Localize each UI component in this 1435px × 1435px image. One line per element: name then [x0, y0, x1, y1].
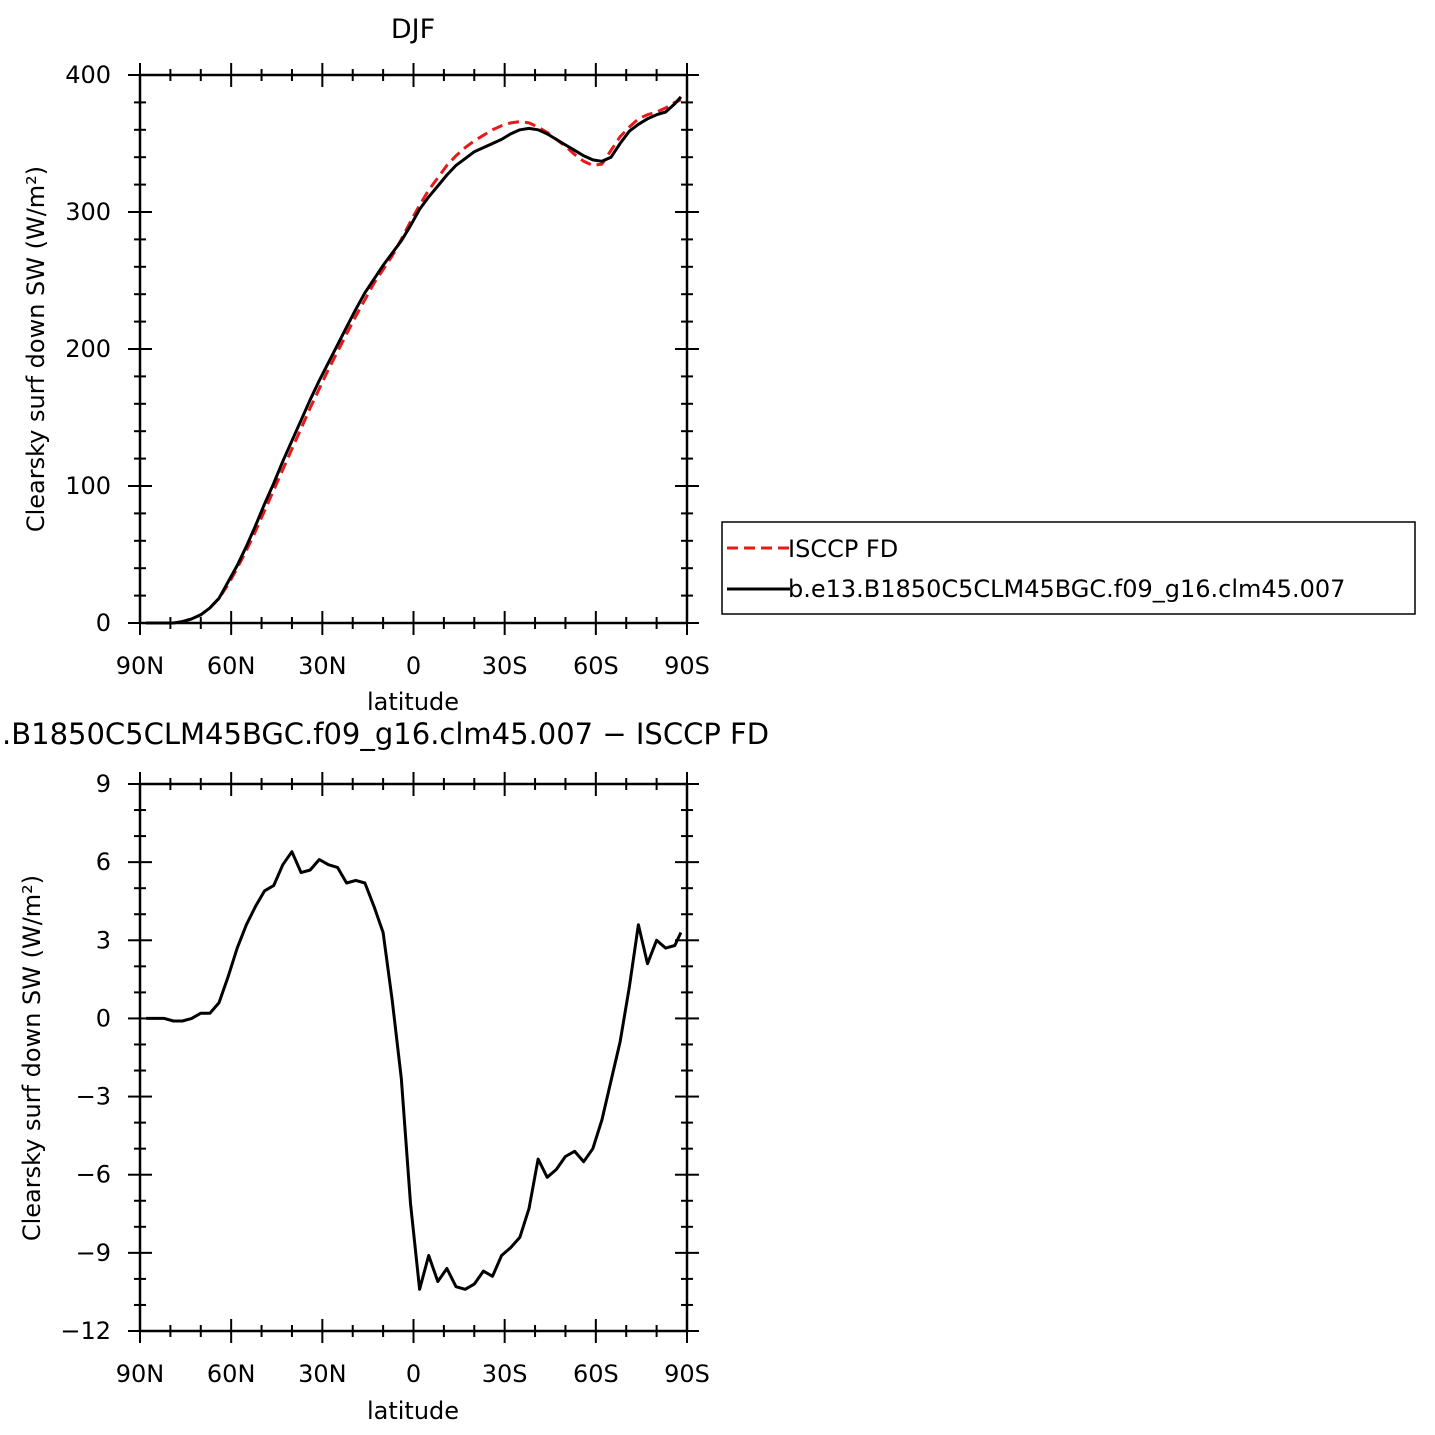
- bottom-plot-series: [146, 850, 683, 1291]
- top-x-tick-label: 90S: [664, 652, 710, 680]
- legend-box: [721, 521, 1416, 615]
- legend-label-isccp: ISCCP FD: [788, 535, 898, 563]
- bottom-y-axis-label: Clearsky surf down SW (W/m²): [18, 875, 46, 1241]
- bottom-x-tick-labels: 90N 60N 30N 0 30S 60S 90S: [116, 1360, 710, 1388]
- top-x-tick-labels: 90N 60N 30N 0 30S 60S 90S: [116, 652, 710, 680]
- bottom-ticks: [128, 772, 699, 1343]
- bottom-y-tick-label: −9: [76, 1239, 111, 1267]
- bottom-y-tick-label: 0: [96, 1004, 111, 1032]
- legend-label-model: b.e13.B1850C5CLM45BGC.f09_g16.clm45.007: [788, 575, 1345, 603]
- top-panel: DJF 90N 60N 30N 0 30S 60S 90S 0 100 200 300 400 la…: [22, 14, 710, 716]
- bottom-panel: .B1850C5CLM45BGC.f09_g16.clm45.007 − ISC…: [2, 717, 769, 1425]
- bottom-chart-title: .B1850C5CLM45BGC.f09_g16.clm45.007 − ISC…: [2, 717, 769, 751]
- bottom-y-tick-label: −6: [76, 1161, 111, 1189]
- top-x-tick-label: 60S: [573, 652, 619, 680]
- top-y-tick-label: 300: [65, 198, 111, 226]
- top-plot-series: [146, 95, 683, 625]
- bottom-y-tick-label: 9: [96, 770, 111, 798]
- bottom-x-axis-label: latitude: [367, 1397, 459, 1425]
- bottom-y-tick-label: 3: [96, 926, 111, 954]
- top-x-tick-label: 90N: [116, 652, 165, 680]
- top-x-tick-label: 30S: [482, 652, 528, 680]
- top-x-tick-label: 60N: [207, 652, 256, 680]
- top-y-tick-label: 0: [96, 609, 111, 637]
- bottom-plot-frame: [138, 782, 689, 1333]
- top-x-axis-label: latitude: [367, 688, 459, 716]
- bottom-y-tick-label: 6: [96, 848, 111, 876]
- bottom-series-0-line: [146, 850, 683, 1291]
- top-chart-title: DJF: [391, 14, 435, 45]
- bottom-x-tick-label: 60S: [573, 1360, 619, 1388]
- bottom-x-tick-label: 90S: [664, 1360, 710, 1388]
- bottom-y-tick-label: −12: [60, 1317, 111, 1345]
- top-series-1-line: [146, 95, 683, 625]
- top-y-tick-label: 100: [65, 472, 111, 500]
- top-y-tick-label: 200: [65, 335, 111, 363]
- legend: ISCCP FD b.e13.B1850C5CLM45BGC.f09_g16.c…: [721, 521, 1416, 615]
- bottom-x-tick-label: 30N: [298, 1360, 347, 1388]
- bottom-x-tick-label: 90N: [116, 1360, 165, 1388]
- top-x-tick-label: 0: [406, 652, 421, 680]
- bottom-x-tick-label: 30S: [482, 1360, 528, 1388]
- bottom-x-tick-label: 60N: [207, 1360, 256, 1388]
- top-y-axis-label: Clearsky surf down SW (W/m²): [22, 166, 50, 532]
- bottom-y-tick-labels: −12 −9 −6 −3 0 3 6 9: [60, 770, 111, 1345]
- top-y-tick-label: 400: [65, 61, 111, 89]
- top-series-0-line: [146, 98, 682, 625]
- top-x-tick-label: 30N: [298, 652, 347, 680]
- top-plot-frame: [138, 73, 689, 625]
- top-y-tick-labels: 0 100 200 300 400: [65, 61, 111, 637]
- bottom-y-tick-label: −3: [76, 1083, 111, 1111]
- bottom-x-tick-label: 0: [406, 1360, 421, 1388]
